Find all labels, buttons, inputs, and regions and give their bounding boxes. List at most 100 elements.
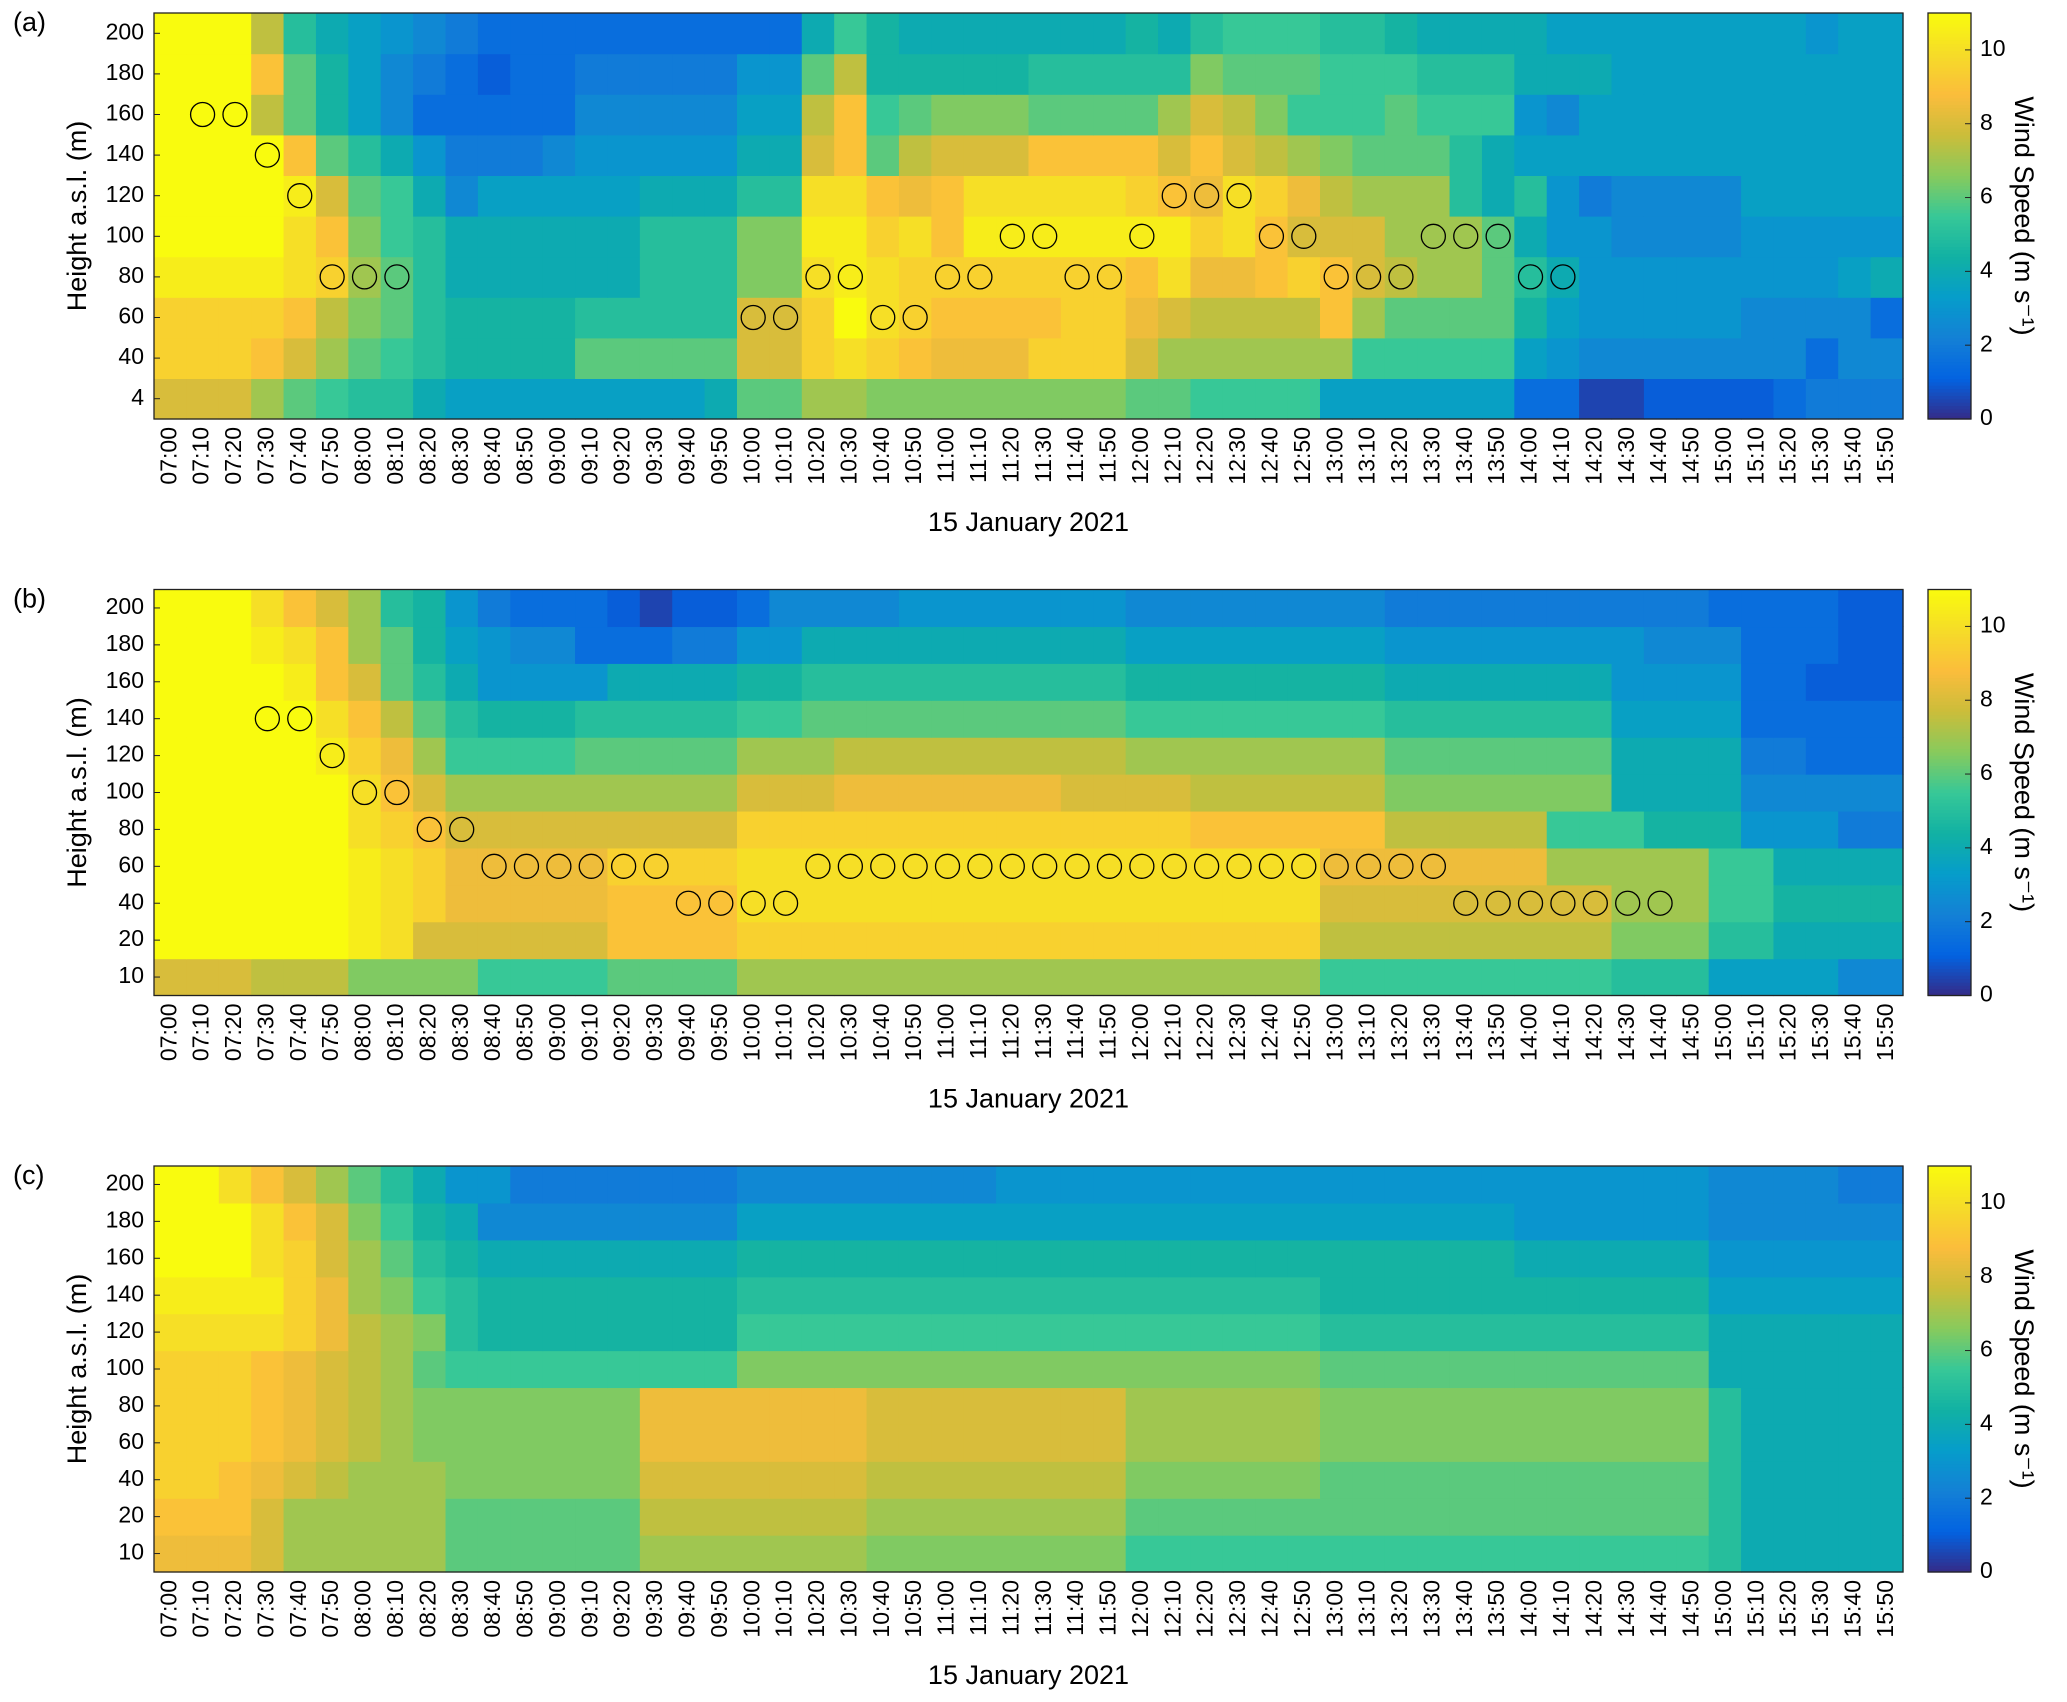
- colorbar-swatch: [1928, 375, 1971, 379]
- heat-cell: [1546, 1202, 1580, 1241]
- colorbar-swatch: [1928, 1548, 1971, 1553]
- colorbar-swatch: [1928, 921, 1971, 926]
- heat-cell: [607, 958, 641, 997]
- jet-marker: [1226, 183, 1252, 209]
- heat-cell: [1287, 94, 1321, 136]
- heat-cell: [672, 1313, 706, 1352]
- heat-cell: [801, 1424, 835, 1462]
- heat-cell: [672, 297, 706, 339]
- heat-cell: [704, 1350, 738, 1389]
- x-tick-label: 07:30: [252, 427, 278, 485]
- colorbar-swatch: [1928, 1216, 1971, 1221]
- heat-cell: [510, 1166, 544, 1204]
- heat-cell: [931, 1276, 965, 1315]
- x-tick-label: 10:20: [803, 427, 829, 485]
- y-tick-label: 180: [106, 59, 144, 85]
- jet-marker: [1096, 853, 1123, 879]
- heat-cell: [1838, 626, 1872, 664]
- heat-cell: [801, 663, 835, 701]
- heat-cell: [477, 774, 511, 812]
- x-tick-label: 11:30: [1030, 1004, 1056, 1060]
- heat-cell: [737, 1424, 770, 1462]
- heat-cell: [1384, 1350, 1418, 1389]
- heat-cell: [898, 1350, 932, 1389]
- colorbar-swatch: [1928, 667, 1971, 672]
- heat-cell: [348, 884, 382, 923]
- heat-cell: [186, 774, 220, 812]
- heat-cell: [1222, 1498, 1256, 1536]
- heat-cell: [1546, 1313, 1580, 1352]
- y-tick-label: 100: [106, 1354, 144, 1380]
- heat-cell: [510, 134, 544, 176]
- heat-cell: [704, 847, 738, 886]
- colorbar-swatch: [1928, 1176, 1971, 1181]
- heat-cell: [1643, 337, 1677, 379]
- heat-cell: [348, 53, 382, 95]
- colorbar-swatch: [1928, 327, 1971, 332]
- heat-cell: [1158, 774, 1192, 812]
- heat-cell: [380, 1387, 414, 1425]
- heat-cell: [542, 1202, 576, 1241]
- heat-cell: [963, 737, 997, 775]
- heat-cell: [575, 134, 609, 176]
- heat-cell: [1222, 1461, 1256, 1499]
- heat-cell: [1481, 847, 1515, 886]
- jet-marker: [772, 304, 799, 331]
- heat-cell: [283, 134, 317, 176]
- colorbar-swatch: [1928, 775, 1971, 780]
- heat-cell: [1870, 663, 1904, 701]
- heat-cell: [1190, 1350, 1224, 1389]
- heat-cell: [1384, 1202, 1418, 1241]
- heat-cell: [348, 1239, 382, 1278]
- heat-cell: [1190, 1276, 1224, 1315]
- heat-cell: [737, 958, 770, 997]
- heat-cell: [1384, 626, 1418, 664]
- heat-cell: [348, 337, 382, 379]
- x-tick-label: 09:50: [706, 427, 732, 485]
- heat-cell: [1579, 1239, 1613, 1278]
- x-tick-label: 09:20: [609, 427, 635, 485]
- heat-cell: [963, 1387, 997, 1425]
- colorbar-swatch: [1928, 971, 1971, 976]
- heat-cell: [1222, 1387, 1256, 1425]
- heat-cell: [477, 53, 511, 95]
- x-tick-label: 08:40: [479, 427, 505, 485]
- heat-cell: [996, 700, 1030, 738]
- colorbar-swatch: [1928, 1456, 1971, 1461]
- colorbar-swatch: [1928, 358, 1971, 363]
- heat-cell: [283, 256, 317, 298]
- heat-cell: [1352, 884, 1386, 923]
- heat-cell: [445, 175, 479, 217]
- heat-cell: [1320, 175, 1353, 217]
- x-tick-label: 11:40: [1062, 1004, 1088, 1060]
- heat-cell: [1870, 1535, 1904, 1573]
- heat-cell: [1546, 378, 1580, 420]
- heat-cell: [963, 921, 997, 960]
- heat-cell: [1773, 1387, 1807, 1425]
- heat-cell: [1384, 53, 1418, 95]
- heat-cell: [218, 134, 252, 176]
- heat-cell: [1158, 1166, 1192, 1204]
- colorbar-swatch: [1928, 46, 1971, 51]
- heat-cell: [963, 256, 997, 298]
- x-tick-label: 14:40: [1645, 1004, 1671, 1062]
- colorbar-swatch: [1928, 232, 1971, 237]
- heat-cell: [542, 256, 576, 298]
- heat-cell: [963, 134, 997, 176]
- heat-cell: [510, 1202, 544, 1241]
- heat-cell: [737, 53, 770, 95]
- heat-cell: [283, 1313, 317, 1352]
- heat-cell: [834, 700, 868, 738]
- heat-cell: [1093, 256, 1127, 298]
- heat-cell: [1255, 256, 1289, 298]
- heat-cell: [1643, 1387, 1677, 1425]
- heat-cell: [283, 175, 317, 217]
- colorbar-tick-label: 2: [1980, 1483, 1993, 1509]
- heat-cell: [1255, 1350, 1289, 1389]
- heat-cell: [1805, 1166, 1839, 1204]
- heat-cell: [1805, 589, 1839, 628]
- heat-cell: [1060, 53, 1094, 95]
- y-tick-label: 120: [106, 1317, 144, 1343]
- heat-cell: [1611, 1239, 1645, 1278]
- heat-cell: [931, 53, 965, 95]
